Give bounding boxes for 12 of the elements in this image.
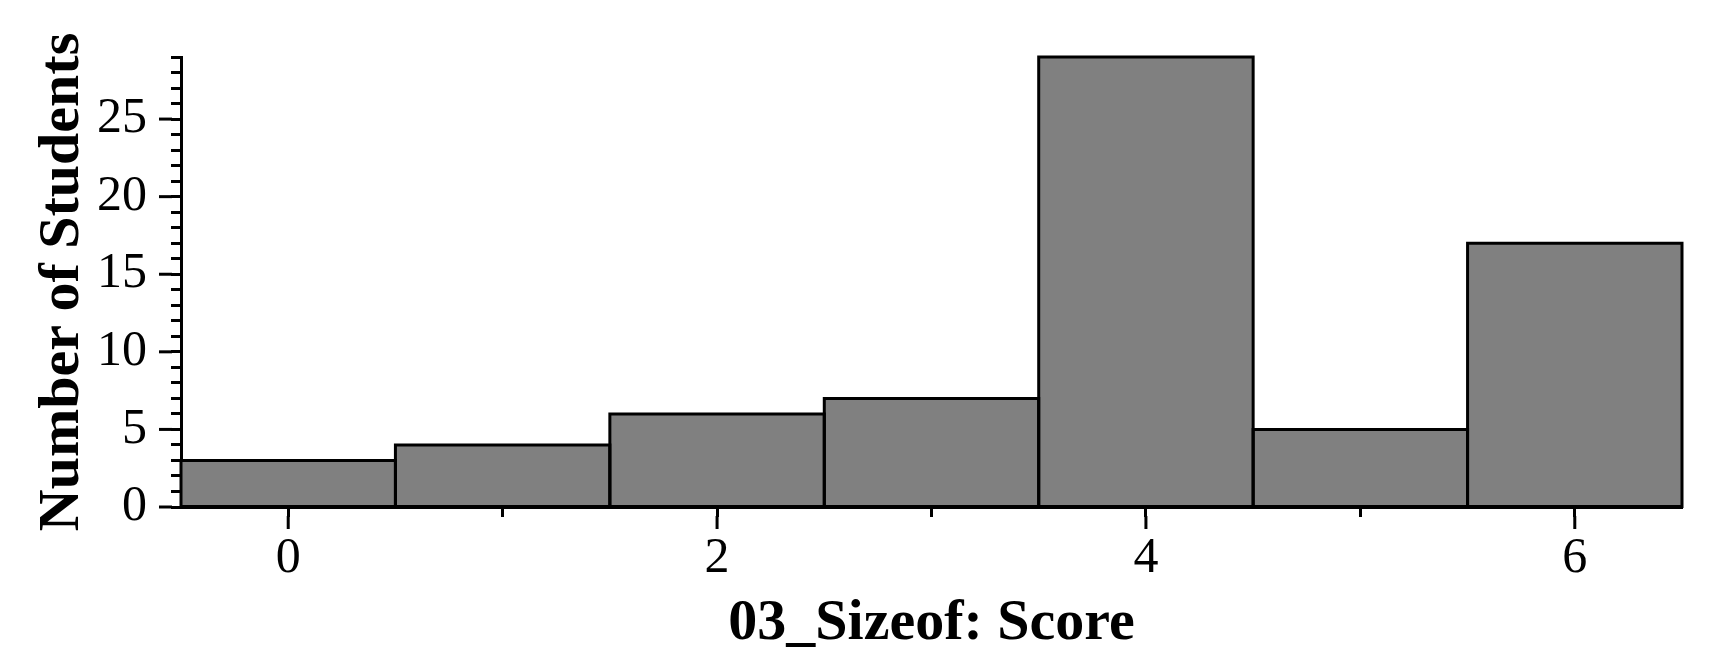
x-tick-label: 2 bbox=[704, 527, 730, 584]
x-tick-label: 4 bbox=[1133, 527, 1159, 584]
x-tick-label: 0 bbox=[275, 527, 301, 584]
y-tick-label: 20 bbox=[97, 164, 147, 221]
y-tick-label: 25 bbox=[97, 87, 147, 144]
y-tick-label: 0 bbox=[122, 475, 147, 532]
y-tick-label: 10 bbox=[97, 319, 147, 376]
x-axis-title: 03_Sizeof: Score bbox=[728, 587, 1135, 653]
y-tick-label: 5 bbox=[122, 397, 147, 454]
x-tick-label: 6 bbox=[1562, 527, 1588, 584]
y-tick-label: 15 bbox=[97, 242, 147, 299]
y-axis-title: Number of Students bbox=[25, 32, 91, 532]
